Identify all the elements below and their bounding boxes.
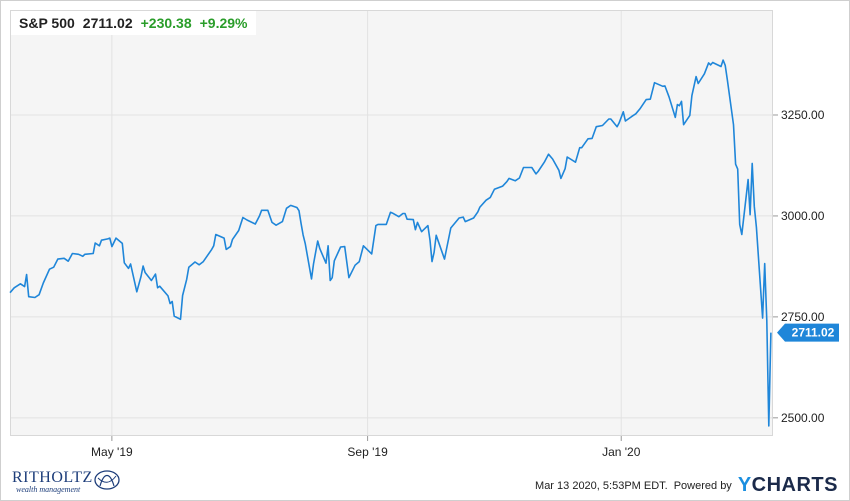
price-value: 2711.02 <box>82 15 133 31</box>
change-percent: +9.29% <box>199 15 248 31</box>
powered-by-label: Powered by <box>673 479 732 492</box>
chart-header: S&P 500 2711.02 +230.38 +9.29% <box>11 11 256 35</box>
logo-emblem-icon <box>94 470 120 490</box>
last-price-tag: 2711.02 <box>777 323 839 342</box>
ycharts-logo-y: Y <box>737 474 752 496</box>
series-line <box>9 59 772 427</box>
x-tick-label: May '19 <box>91 445 133 459</box>
grid-lines <box>11 11 772 435</box>
chart-footer: Mar 13 2020, 5:53PM EDT. Powered by YCHA… <box>535 474 838 497</box>
x-tick-label: Jan '20 <box>602 445 641 459</box>
logo-name: RITHOLTZ <box>12 469 93 486</box>
timestamp: Mar 13 2020, 5:53PM EDT. <box>535 479 668 492</box>
ycharts-logo-text: CHARTS <box>751 474 838 496</box>
y-axis: 2500.00 2750.00 3000.00 3250.00 <box>773 108 825 425</box>
plot-area <box>10 10 773 436</box>
price-tag-shape <box>777 323 839 342</box>
x-axis: May '19 Sep '19 Jan '20 <box>91 436 641 459</box>
price-tag-label: 2711.02 <box>792 326 835 340</box>
x-tick-label: Sep '19 <box>347 445 388 459</box>
change-value: +230.38 <box>140 15 192 31</box>
series-line-group <box>9 59 772 427</box>
logo-subtitle: wealth management <box>16 485 81 494</box>
symbol-label: S&P 500 <box>19 15 75 31</box>
y-tick-label: 2750.00 <box>781 310 825 324</box>
y-tick-label: 3000.00 <box>781 209 825 223</box>
y-tick-label: 2500.00 <box>781 411 825 425</box>
y-tick-label: 3250.00 <box>781 108 825 122</box>
ycharts-logo[interactable]: YCHARTS <box>738 474 838 497</box>
ritholtz-logo: RITHOLTZ wealth management <box>8 465 128 497</box>
